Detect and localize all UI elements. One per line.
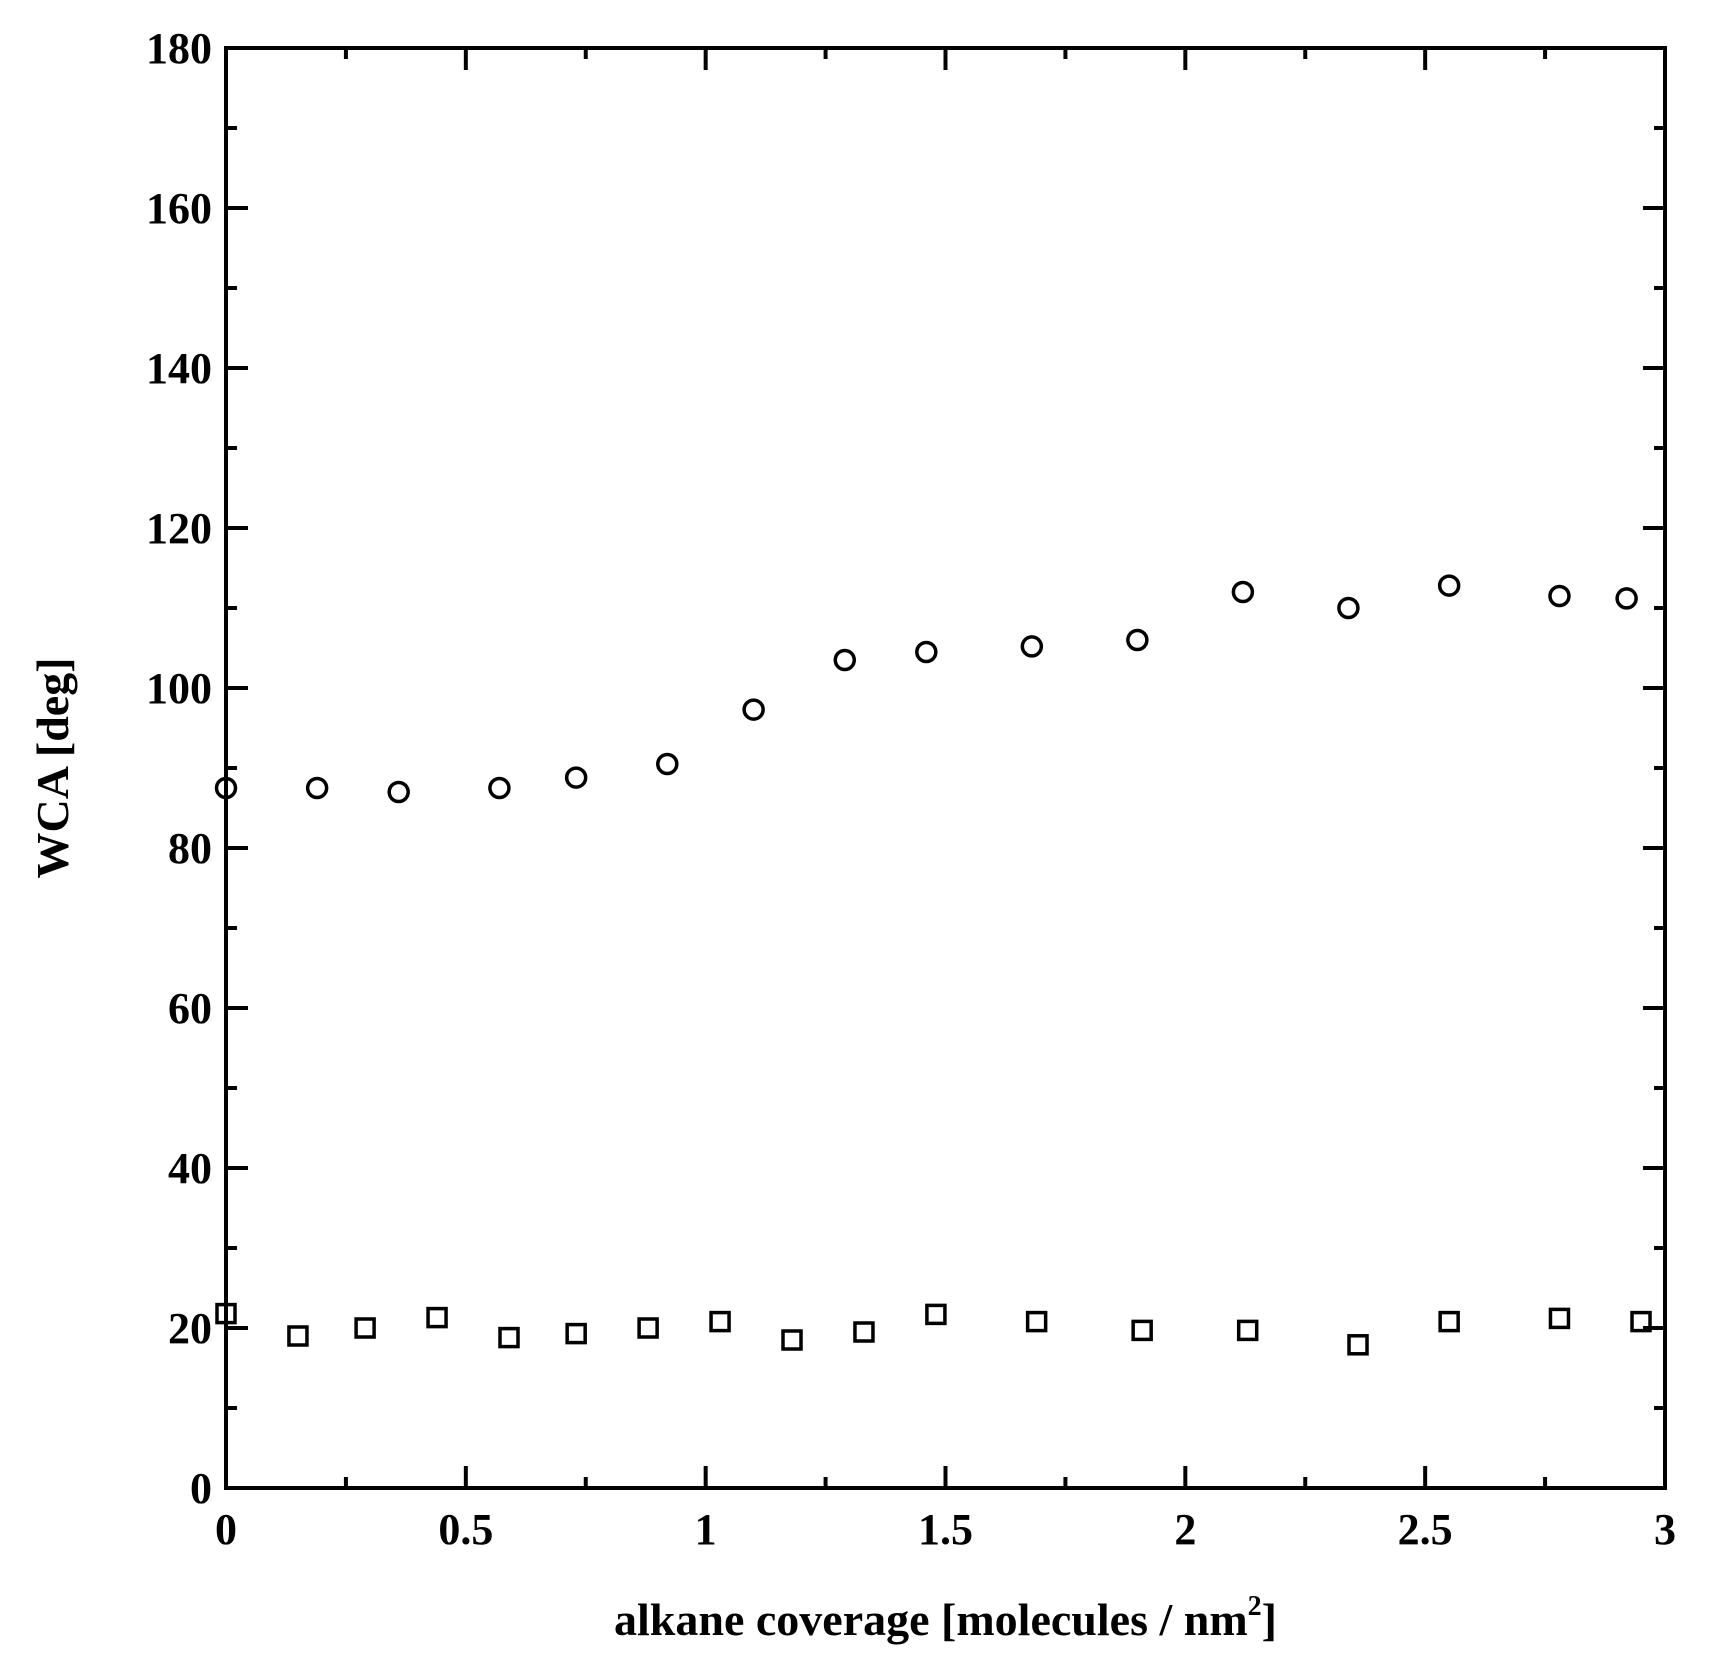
y-tick-label: 180 xyxy=(146,24,212,73)
y-tick-label: 20 xyxy=(168,1304,212,1353)
circle-point xyxy=(1437,574,1461,597)
plot-frame xyxy=(224,46,1667,1490)
square-point xyxy=(1025,1310,1048,1333)
square-point xyxy=(1630,1310,1652,1333)
x-axis-title-suffix: ] xyxy=(1262,1594,1277,1645)
x-axis-title-superscript: 2 xyxy=(1248,1591,1262,1622)
circle-point xyxy=(742,698,765,721)
square-point xyxy=(354,1317,376,1339)
square-point xyxy=(1347,1334,1369,1356)
square-point xyxy=(565,1322,587,1345)
y-tick-label: 140 xyxy=(146,344,212,393)
x-tick-label: 3 xyxy=(1654,1505,1676,1554)
square-point xyxy=(781,1329,803,1351)
x-axis-title-main: alkane coverage [molecules / nm xyxy=(614,1594,1248,1645)
square-point xyxy=(1131,1319,1153,1342)
x-tick-label: 2 xyxy=(1174,1505,1196,1554)
x-tick-label: 2.5 xyxy=(1398,1505,1453,1554)
axis-tick-labels: 0 0.5 1 1.5 2 2.5 3 0 20 40 60 80 100 120 140 160 180 xyxy=(146,24,1676,1554)
y-tick-label: 80 xyxy=(168,824,212,873)
series-square xyxy=(215,1302,1652,1356)
y-axis-title: WCA [deg] xyxy=(27,657,78,878)
y-tick-label: 0 xyxy=(190,1464,212,1513)
square-point xyxy=(287,1325,309,1347)
square-point xyxy=(426,1306,448,1329)
square-point xyxy=(637,1317,659,1339)
circle-point xyxy=(387,780,410,804)
y-tick-label: 100 xyxy=(146,664,212,713)
x-tick-label: 0.5 xyxy=(438,1505,493,1554)
circle-point xyxy=(1126,628,1149,652)
square-point xyxy=(498,1326,520,1349)
square-point xyxy=(925,1303,947,1326)
x-tick-label: 1 xyxy=(695,1505,717,1554)
square-point xyxy=(853,1321,875,1343)
x-tick-label: 0 xyxy=(215,1505,237,1554)
circle-point xyxy=(1231,580,1255,604)
circle-point xyxy=(1337,596,1360,620)
y-tick-label: 120 xyxy=(146,504,212,553)
y-tick-label: 40 xyxy=(168,1144,212,1193)
circle-point xyxy=(305,776,329,800)
circle-point xyxy=(833,648,857,672)
y-tick-label: 160 xyxy=(146,184,212,233)
square-point xyxy=(709,1310,731,1333)
square-point xyxy=(1548,1307,1571,1330)
circle-point xyxy=(915,640,938,664)
y-tick-label: 60 xyxy=(168,984,212,1033)
square-point xyxy=(1438,1310,1460,1333)
square-point xyxy=(1236,1319,1259,1342)
circle-point xyxy=(1615,587,1638,610)
circle-point xyxy=(1548,584,1571,608)
circle-point xyxy=(1020,635,1044,658)
circle-point xyxy=(488,776,511,800)
data-series xyxy=(214,574,1652,1356)
x-axis-title: alkane coverage [molecules / nm2] xyxy=(614,1591,1277,1645)
circle-point xyxy=(656,752,679,776)
x-tick-label: 1.5 xyxy=(918,1505,973,1554)
circle-point xyxy=(564,766,588,789)
